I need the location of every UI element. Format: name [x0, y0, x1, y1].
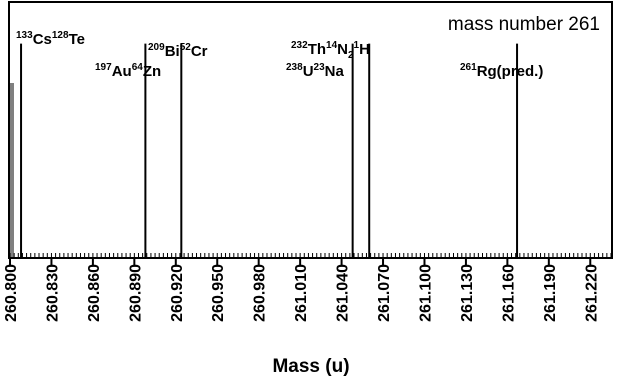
x-tick-label: 260.830 — [44, 264, 61, 322]
x-tick-label: 260.950 — [210, 264, 227, 322]
x-tick-label: 260.890 — [127, 264, 144, 322]
x-axis-major-ticks — [9, 257, 592, 265]
x-tick-labels: 260.800 260.830 260.860 260.890 260.920 260.9… — [3, 264, 600, 322]
x-tick-label: 261.040 — [335, 264, 352, 322]
y-axis-ticks — [10, 83, 14, 257]
peak-label: 261Rg(pred.) — [460, 62, 543, 80]
x-tick-label: 261.070 — [376, 264, 393, 322]
x-tick-label: 261.010 — [293, 264, 310, 322]
x-tick-label: 260.800 — [3, 264, 20, 322]
peak-label: 232Th14N21H — [291, 40, 370, 61]
peak-label: 209Bi52Cr — [148, 42, 208, 60]
x-tick-label: 261.130 — [459, 264, 476, 322]
x-tick-label: 260.920 — [169, 264, 186, 322]
x-tick-label: 261.100 — [417, 264, 434, 322]
peak-labels: 133Cs128Te 197Au64Zn 209Bi52Cr 238U23Na232T… — [16, 30, 543, 80]
x-tick-label: 261.190 — [542, 264, 559, 322]
plot-frame — [8, 1, 613, 259]
x-tick-label: 260.860 — [86, 264, 103, 322]
peak-label: 133Cs128Te — [16, 30, 85, 48]
x-tick-label: 261.160 — [500, 264, 517, 322]
x-tick-label: 260.980 — [252, 264, 269, 322]
peak-label: 238U23Na — [286, 62, 344, 80]
peak-lines — [20, 43, 519, 257]
x-axis-label: Mass (u) — [272, 356, 349, 377]
chart-annotation: mass number 261 — [448, 14, 600, 35]
x-tick-label: 261.220 — [583, 264, 600, 322]
peak-label: 197Au64Zn — [95, 62, 161, 80]
minor-ticks — [9, 253, 612, 257]
